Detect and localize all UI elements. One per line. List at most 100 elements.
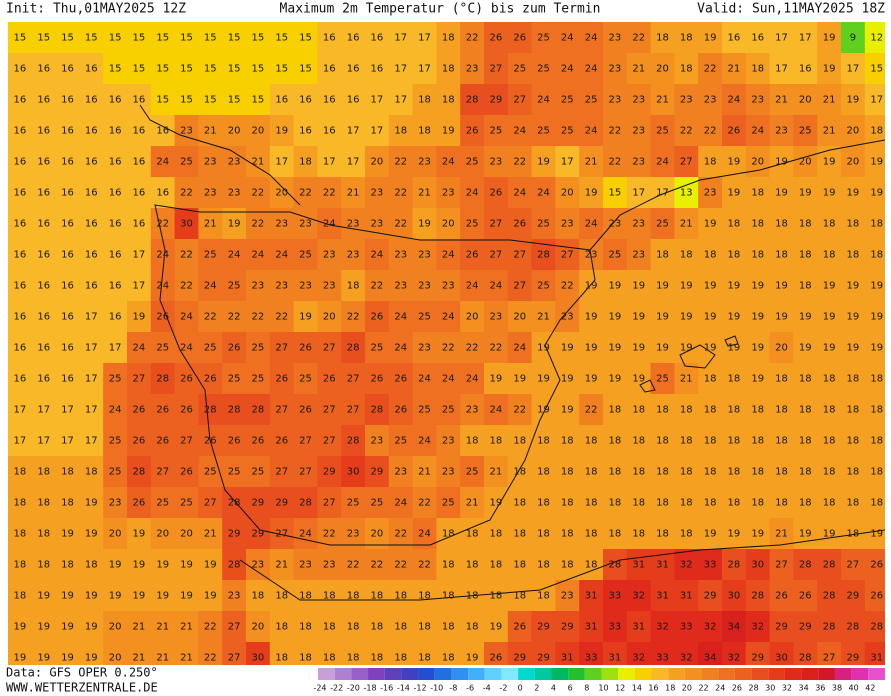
temp-cell bbox=[341, 53, 366, 85]
temp-cell bbox=[555, 580, 580, 612]
legend-tick-label: 14 bbox=[632, 684, 642, 693]
temp-label: 18 bbox=[537, 467, 550, 478]
temp-label: 18 bbox=[656, 467, 669, 478]
temp-label: 16 bbox=[728, 33, 741, 44]
legend-swatch bbox=[784, 668, 802, 680]
temp-cell bbox=[436, 22, 461, 54]
temp-cell bbox=[317, 208, 342, 240]
temp-cell bbox=[150, 425, 176, 457]
temp-cell bbox=[650, 239, 675, 271]
temp-label: 16 bbox=[109, 219, 122, 230]
temp-cell bbox=[293, 425, 318, 457]
temp-cell bbox=[365, 301, 390, 333]
temp-cell bbox=[55, 425, 80, 457]
temp-label: 16 bbox=[85, 95, 98, 106]
temp-label: 25 bbox=[561, 126, 574, 137]
temp-label: 17 bbox=[347, 157, 360, 168]
temp-label: 23 bbox=[466, 64, 479, 75]
temp-cell bbox=[507, 611, 533, 643]
temp-label: 19 bbox=[585, 281, 598, 292]
legend-tick-label: -16 bbox=[380, 684, 393, 693]
temp-label: 25 bbox=[537, 281, 550, 292]
temp-cell bbox=[507, 22, 533, 54]
temp-label: 23 bbox=[442, 281, 455, 292]
temp-cell bbox=[507, 487, 533, 519]
temp-cell bbox=[555, 642, 580, 665]
temp-label: 18 bbox=[252, 591, 265, 602]
temp-label: 22 bbox=[704, 126, 717, 137]
temp-label: 18 bbox=[418, 95, 431, 106]
temp-cell bbox=[293, 53, 318, 85]
temp-label: 24 bbox=[180, 343, 193, 354]
temp-label: 18 bbox=[394, 622, 407, 633]
temp-label: 16 bbox=[275, 95, 288, 106]
temp-label: 17 bbox=[275, 157, 288, 168]
temp-cell bbox=[793, 270, 818, 302]
temp-cell bbox=[8, 580, 33, 612]
legend-swatch bbox=[518, 668, 535, 680]
temp-cell bbox=[436, 549, 461, 581]
temp-cell bbox=[55, 487, 80, 519]
temp-cell bbox=[8, 549, 33, 581]
temp-cell bbox=[293, 22, 318, 54]
temp-cell bbox=[341, 332, 366, 364]
temp-cell bbox=[460, 518, 485, 550]
legend-tick-label: -12 bbox=[414, 684, 427, 693]
temp-cell bbox=[674, 518, 699, 550]
temp-label: 26 bbox=[394, 374, 407, 385]
temp-label: 16 bbox=[109, 126, 122, 137]
temp-cell bbox=[436, 301, 461, 333]
temp-label: 24 bbox=[323, 219, 336, 230]
temp-label: 23 bbox=[347, 219, 360, 230]
temp-label: 28 bbox=[133, 467, 146, 478]
temp-label: 27 bbox=[775, 560, 788, 571]
temp-cell bbox=[817, 518, 842, 550]
temp-cell bbox=[174, 270, 199, 302]
temp-label: 23 bbox=[109, 498, 122, 509]
temp-cell bbox=[579, 425, 604, 457]
temp-label: 23 bbox=[751, 95, 764, 106]
temp-cell bbox=[31, 611, 57, 643]
temp-label: 18 bbox=[609, 405, 622, 416]
temp-label: 18 bbox=[513, 498, 526, 509]
temp-label: 17 bbox=[14, 405, 27, 416]
temp-label: 18 bbox=[799, 374, 812, 385]
temp-cell bbox=[460, 394, 485, 426]
temp-cell bbox=[460, 332, 485, 364]
temp-cell bbox=[293, 518, 318, 550]
temp-label: 26 bbox=[371, 374, 384, 385]
data-source: Data: GFS OPER 0.250° bbox=[6, 666, 158, 680]
temp-label: 21 bbox=[728, 64, 741, 75]
temp-label: 23 bbox=[394, 250, 407, 261]
legend-tick-label: 10 bbox=[598, 684, 608, 693]
temp-cell bbox=[555, 53, 580, 85]
temp-cell bbox=[436, 487, 461, 519]
temp-label: 23 bbox=[228, 591, 241, 602]
temp-label: 18 bbox=[680, 33, 693, 44]
temp-cell bbox=[365, 115, 390, 147]
temp-label: 24 bbox=[109, 405, 122, 416]
temp-cell bbox=[341, 146, 366, 178]
temp-cell bbox=[745, 146, 771, 178]
temp-cell bbox=[436, 53, 461, 85]
temp-label: 19 bbox=[823, 33, 836, 44]
temp-label: 28 bbox=[537, 250, 550, 261]
temp-cell bbox=[555, 239, 580, 271]
legend-swatch bbox=[718, 668, 735, 680]
temp-cell bbox=[841, 301, 866, 333]
temp-cell bbox=[769, 425, 794, 457]
temp-cell bbox=[222, 115, 247, 147]
temp-label: 23 bbox=[775, 126, 788, 137]
temp-label: 22 bbox=[228, 312, 241, 323]
temp-label: 29 bbox=[775, 622, 788, 633]
temp-label: 23 bbox=[418, 250, 431, 261]
temp-cell bbox=[198, 518, 223, 550]
temp-label: 16 bbox=[14, 281, 27, 292]
temp-label: 16 bbox=[85, 64, 98, 75]
temp-cell bbox=[174, 53, 199, 85]
temp-label: 15 bbox=[299, 33, 312, 44]
temp-label: 23 bbox=[275, 281, 288, 292]
temp-cell bbox=[864, 146, 885, 178]
temp-label: 34 bbox=[704, 653, 717, 664]
temp-cell bbox=[817, 270, 842, 302]
